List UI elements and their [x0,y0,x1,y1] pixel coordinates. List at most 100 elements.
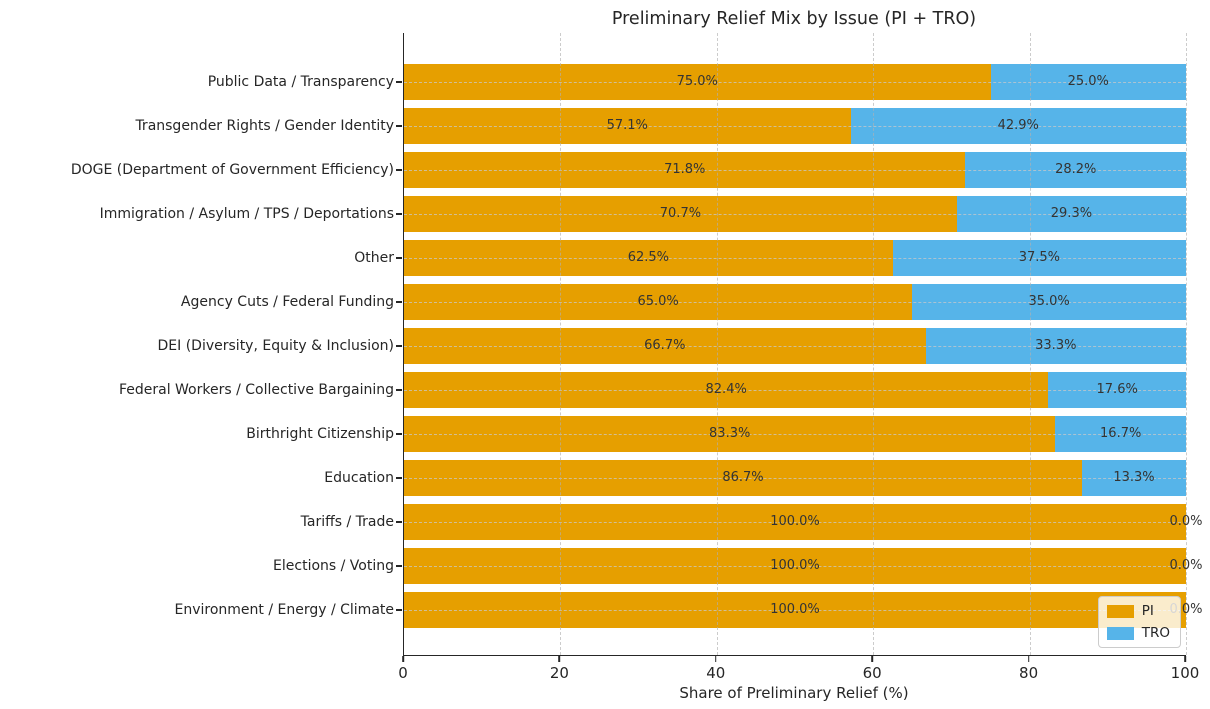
x-tick-mark [871,656,873,662]
legend-item: PI [1106,603,1170,619]
pi-value-label: 100.0% [770,558,820,573]
horizontal-gridline [404,566,1186,567]
bar-row: DOGE (Department of Government Efficienc… [71,148,1186,192]
bar-row: Birthright Citizenship 83.3% 16.7% [246,412,1186,456]
horizontal-gridline [404,346,1186,347]
category-label: Birthright Citizenship [246,426,394,442]
pi-value-label: 83.3% [709,426,751,441]
x-tick-mark [1027,656,1030,662]
bar-row: Public Data / Transparency 75.0% 25.0% [208,60,1186,104]
x-tick-mark [1184,656,1186,662]
category-label: Public Data / Transparency [207,74,394,90]
category-label: Tariffs / Trade [300,514,394,530]
x-tick-label: 60 [862,664,882,682]
legend-swatch-pi [1106,604,1134,618]
x-tick-label: 80 [1019,664,1039,682]
horizontal-gridline [404,82,1186,83]
x-tick-label: 0 [398,664,408,682]
horizontal-gridline [404,478,1186,479]
x-axis: 0 20 40 60 80 100 [398,656,1199,696]
y-tick-mark [396,565,402,567]
pi-value-label: 75.0% [676,74,718,89]
bar-row: Elections / Voting 100.0% 0.0% [273,544,1203,588]
category-label: Education [324,470,394,486]
pi-value-label: 82.4% [705,382,747,397]
category-label: Immigration / Asylum / TPS / Deportation… [99,206,394,222]
horizontal-gridline [404,434,1186,435]
vertical-gridline [1186,33,1187,655]
bar-row: Education 86.7% 13.3% [324,456,1186,500]
horizontal-gridline [404,302,1186,303]
horizontal-gridline [404,258,1186,259]
y-tick-mark [396,257,402,259]
category-label: Other [354,250,394,266]
x-tick-mark [558,656,561,662]
tro-value-label: 33.3% [1035,338,1077,353]
pi-value-label: 62.5% [627,250,670,265]
category-label: Environment / Energy / Climate [174,602,394,618]
tro-value-label: 16.7% [1100,426,1142,441]
tro-value-label: 25.0% [1067,74,1109,89]
legend-item: TRO [1106,625,1170,641]
bar-row: Federal Workers / Collective Bargaining 8… [119,368,1186,412]
tro-value-label: 37.5% [1018,250,1061,265]
tro-value-label: 28.2% [1055,162,1097,177]
bar-rows-container: Public Data / Transparency 75.0% 25.0% Tran… [71,33,1203,655]
pi-value-label: 57.1% [606,118,648,133]
legend-swatch-tro [1106,626,1134,640]
plot-area: Public Data / Transparency 75.0% 25.0% Tran… [71,33,1203,656]
pi-value-label: 65.0% [637,294,679,309]
y-tick-mark [396,125,402,127]
x-tick-mark [402,656,404,662]
tro-value-label: 13.3% [1113,470,1155,485]
y-tick-mark [396,213,402,215]
y-tick-mark [396,389,402,391]
bar-row: Immigration / Asylum / TPS / Deportation… [100,192,1186,236]
horizontal-gridline [404,126,1186,127]
pi-value-label: 100.0% [770,514,820,529]
category-label: DEI (Diversity, Equity & Inclusion) [157,338,394,354]
y-tick-mark [396,521,402,523]
bar-row: Tariffs / Trade 100.0% 0.0% [301,500,1203,544]
tro-value-label: 0.0% [1169,558,1203,573]
category-label: DOGE (Department of Government Efficienc… [70,162,394,178]
y-tick-mark [396,609,402,611]
tro-value-label: 0.0% [1169,514,1203,529]
y-tick-mark [396,433,402,435]
x-tick-label: 20 [549,664,569,682]
vertical-gridline [560,33,562,655]
vertical-gridline [716,33,718,655]
horizontal-gridline [404,214,1186,215]
vertical-gridline [873,33,875,655]
bar-row: Other 62.5% 37.5% [354,236,1186,280]
y-tick-mark [396,477,402,479]
pi-value-label: 71.8% [664,162,706,177]
bar-row: Environment / Energy / Climate 100.0% 0.0% [174,588,1203,632]
x-tick-label: 100 [1170,664,1200,682]
category-label: Transgender Rights / Gender Identity [135,118,394,134]
legend-label: TRO [1141,625,1170,641]
pi-value-label: 100.0% [770,602,820,617]
category-label: Elections / Voting [273,558,394,574]
horizontal-gridline [404,522,1186,523]
x-axis-label: Share of Preliminary Relief (%) [679,684,909,702]
legend: PI TRO [1097,596,1181,648]
tro-value-label: 17.6% [1096,382,1138,397]
pi-value-label: 70.7% [659,206,702,221]
y-tick-mark [396,81,402,83]
bar-row: Transgender Rights / Gender Identity 57.1… [135,104,1186,148]
y-tick-mark [396,301,402,303]
category-label: Federal Workers / Collective Bargaining [118,382,394,398]
bar-row: Agency Cuts / Federal Funding 65.0% 35.0% [181,280,1186,324]
pi-value-label: 86.7% [722,470,764,485]
vertical-gridline [1029,33,1031,655]
legend-label: PI [1141,603,1154,619]
tro-value-label: 35.0% [1028,294,1070,309]
category-label: Agency Cuts / Federal Funding [180,294,394,310]
horizontal-gridline [404,610,1186,611]
horizontal-gridline [404,390,1186,391]
x-tick-mark [715,656,717,662]
y-tick-mark [396,169,402,171]
pi-value-label: 66.7% [644,338,686,353]
tro-value-label: 42.9% [997,118,1039,133]
